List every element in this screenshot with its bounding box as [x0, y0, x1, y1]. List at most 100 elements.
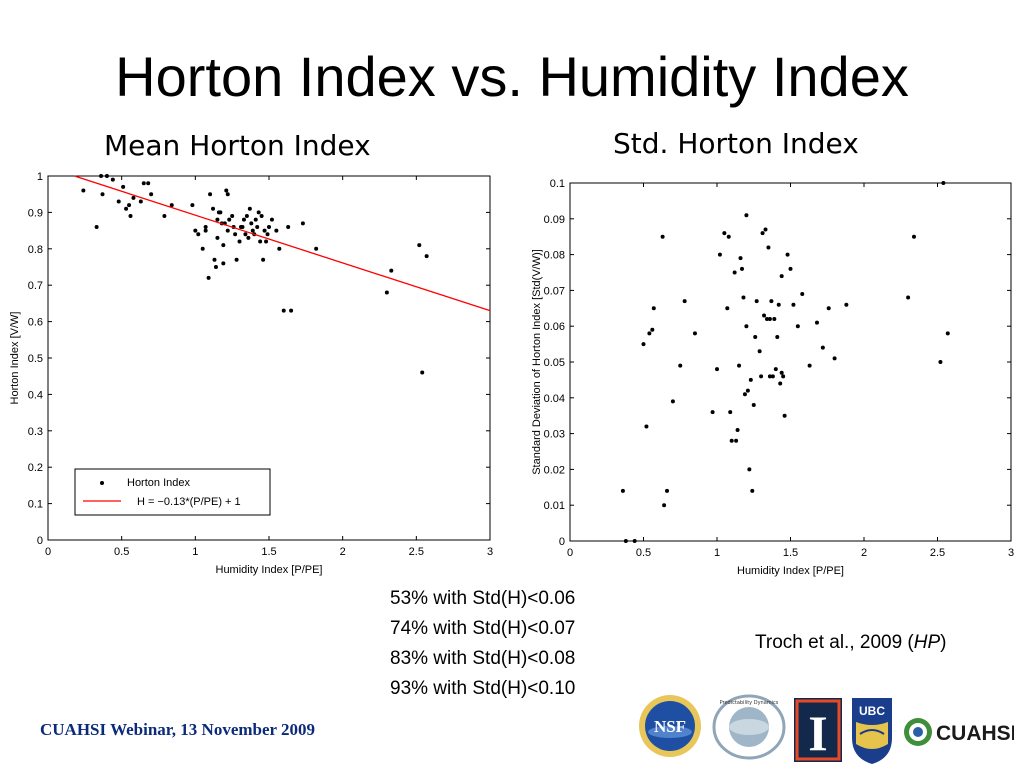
std-data-point: [766, 245, 771, 250]
mean-data-point: [389, 268, 394, 273]
mean-data-point: [247, 206, 252, 211]
std-data-point: [767, 317, 772, 322]
std-y-tick-label: 0.06: [544, 321, 565, 333]
mean-x-tick-label: 0: [45, 546, 51, 558]
std-data-point: [715, 367, 719, 372]
mean-data-point: [234, 257, 239, 262]
mean-data-point: [224, 188, 229, 193]
mean-data-point: [146, 181, 151, 186]
std-y-tick-label: 0.04: [544, 393, 565, 405]
stats-list: 53% with Std(H)<0.06 74% with Std(H)<0.0…: [390, 584, 575, 704]
mean-data-point: [127, 203, 132, 208]
std-data-point: [744, 324, 749, 329]
mean-data-point: [277, 246, 282, 251]
mean-data-point: [200, 246, 205, 251]
mean-y-axis-label: Horton Index [V/W]: [9, 312, 21, 405]
std-data-point: [651, 306, 656, 311]
mean-data-point: [267, 224, 271, 229]
mean-data-point: [100, 192, 105, 197]
std-x-tick-label: 1.5: [783, 547, 798, 559]
std-data-point: [747, 467, 752, 472]
std-data-point: [665, 488, 670, 493]
std-data-point: [717, 252, 722, 257]
std-data-point: [623, 539, 628, 543]
std-data-point: [692, 331, 697, 336]
mean-y-tick-label: 0: [37, 535, 43, 547]
mean-data-point: [110, 177, 115, 182]
std-data-point: [726, 234, 731, 239]
mean-data-point: [289, 308, 294, 313]
mean-data-point: [149, 192, 154, 197]
std-x-tick-label: 0.5: [636, 547, 651, 559]
std-data-point: [938, 360, 943, 364]
std-data-point: [739, 266, 744, 271]
std-data-point: [800, 291, 805, 296]
std-x-tick-label: 1: [714, 547, 720, 559]
std-data-point: [620, 488, 625, 493]
mean-x-tick-label: 1: [192, 546, 198, 558]
std-data-point: [820, 345, 825, 350]
mean-data-point: [94, 224, 99, 229]
std-data-point: [678, 363, 683, 368]
std-data-point: [763, 227, 768, 232]
std-data-point: [750, 488, 755, 493]
predictability-logo: Predictability Dynamics: [712, 694, 786, 760]
std-data-point: [795, 324, 800, 329]
mean-data-point: [281, 308, 286, 313]
cuahsi-logo: CUAHSI: [904, 718, 1014, 746]
mean-y-tick-label: 0.5: [28, 353, 43, 365]
std-data-point: [832, 356, 837, 361]
mean-data-point: [124, 206, 129, 211]
std-data-point: [737, 363, 742, 368]
stat-line-3: 83% with Std(H)<0.08: [390, 648, 576, 669]
std-data-point: [911, 234, 916, 239]
mean-x-tick-label: 3: [487, 546, 493, 558]
ubc-logo-text: UBC: [859, 704, 885, 718]
mean-y-tick-label: 1: [37, 171, 43, 183]
std-data-point: [906, 295, 911, 300]
mean-data-point: [241, 217, 246, 222]
mean-data-point: [218, 210, 223, 215]
std-data-point: [725, 306, 730, 311]
mean-fit-line: [74, 175, 491, 312]
mean-x-tick-label: 1.5: [261, 546, 276, 558]
std-x-axis-label: Humidity Index [P/PE]: [737, 565, 844, 577]
std-y-tick-label: 0: [559, 536, 565, 548]
mean-x-tick-label: 2.5: [409, 546, 424, 558]
mean-data-point: [128, 214, 133, 219]
mean-data-point: [215, 217, 220, 222]
mean-data-point: [259, 214, 264, 219]
std-data-point: [760, 231, 765, 236]
std-y-tick-label: 0.08: [544, 250, 565, 262]
std-data-point: [807, 363, 812, 368]
mean-data-point: [264, 239, 269, 244]
std-data-point: [744, 213, 749, 218]
std-y-tick-label: 0.05: [544, 357, 565, 369]
mean-horton-chart: 0 0.5 1 1.5 2 2.5 3 0 0.1 0.2 0.3 0.4 0.5 0.6 0.7 0.8 0.…: [9, 171, 493, 576]
mean-data-point: [211, 206, 216, 211]
mean-data-point: [237, 239, 242, 244]
mean-data-point: [138, 199, 143, 204]
std-horton-chart: 0 0.5 1 1.5 2 2.5 3 0 0.01 0.02 0.03 0.04 0.05 0.06 0.…: [531, 178, 1014, 577]
mean-data-point: [104, 174, 109, 178]
mean-data-point: [169, 203, 174, 208]
std-data-point: [745, 388, 750, 393]
cuahsi-logo-text: CUAHSI: [936, 722, 1014, 745]
left-panel-title: Mean Horton Index: [104, 129, 371, 162]
mean-data-point: [81, 188, 86, 193]
mean-y-tick-label: 0.1: [28, 499, 43, 511]
mean-data-point: [253, 217, 258, 222]
std-data-point: [660, 234, 665, 239]
std-data-point: [775, 334, 780, 339]
mean-data-point: [420, 370, 425, 375]
std-y-tick-label: 0.07: [544, 285, 565, 297]
std-x-tick-label: 0: [567, 547, 573, 559]
mean-data-point: [208, 192, 213, 197]
citation-close: ): [940, 632, 947, 653]
mean-data-point: [314, 246, 319, 251]
stat-line-1: 53% with Std(H)<0.06: [390, 588, 576, 609]
mean-data-point: [243, 232, 248, 237]
std-data-point: [722, 231, 727, 236]
mean-x-axis-label: Humidity Index [P/PE]: [216, 564, 323, 576]
mean-y-tick-label: 0.7: [28, 280, 43, 292]
